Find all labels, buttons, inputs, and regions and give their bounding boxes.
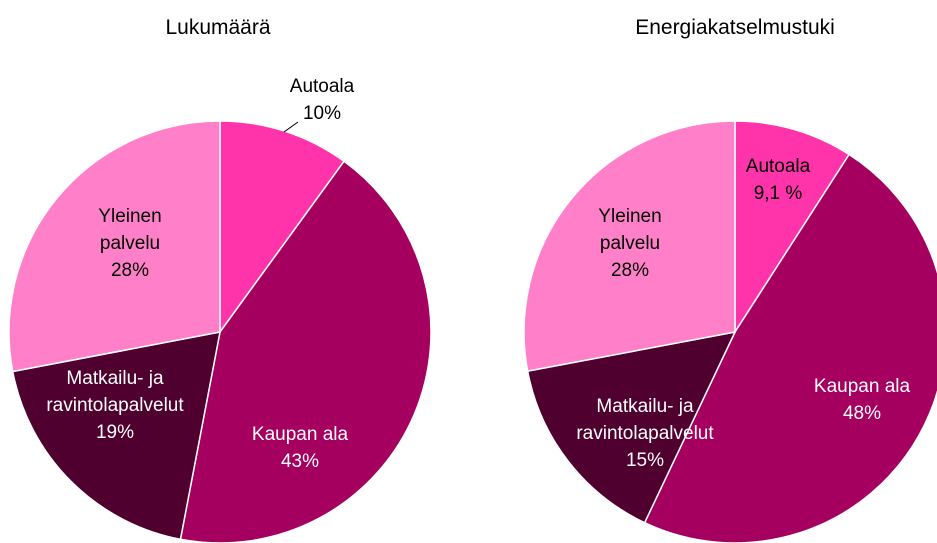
slice-label: Yleinen palvelu (98, 206, 161, 254)
slice-label: Kaupan ala (814, 376, 911, 397)
value-label: 19% (96, 422, 134, 443)
slice-label: Autoala (290, 76, 355, 97)
value-label: 43% (281, 451, 319, 472)
value-label: 48% (843, 403, 881, 424)
leader-line (283, 121, 299, 133)
slice-label: Matkailu- ja ravintolapalvelut (576, 396, 714, 444)
pie-slice (734, 120, 851, 335)
pie-slice (179, 160, 432, 543)
chart-title: Lukumäärä (165, 16, 270, 39)
pie-slice (8, 120, 221, 373)
value-label: 9,1 % (754, 183, 803, 204)
slice-label: Autoala (746, 156, 811, 177)
slice-label: Matkailu- ja ravintolapalvelut (46, 368, 184, 416)
pie-slice (11, 331, 221, 541)
value-label: 28% (611, 260, 649, 281)
pie-slice (523, 120, 736, 373)
slice-label: Yleinen palvelu (598, 206, 661, 254)
value-label: 28% (111, 260, 149, 281)
chart-title: Energiakatselmustuki (635, 16, 835, 39)
pie-slice (526, 330, 737, 524)
value-label: 10% (303, 103, 341, 124)
value-label: 15% (626, 450, 664, 471)
slice-label: Kaupan ala (252, 424, 349, 445)
